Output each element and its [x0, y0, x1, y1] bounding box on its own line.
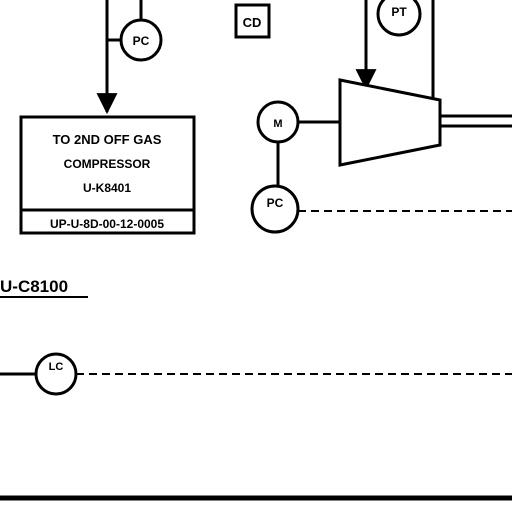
destination-ref: UP-U-8D-00-12-0005 — [50, 217, 164, 231]
pt-instrument: PT — [376, 0, 422, 37]
destination-line1: TO 2ND OFF GAS — [53, 132, 162, 147]
pc-motor-instrument: PC — [250, 184, 300, 234]
svg-text:PT: PT — [391, 5, 407, 19]
compressor-symbol — [338, 78, 442, 167]
pc-top-instrument: PC — [119, 18, 163, 62]
svg-text:PC: PC — [267, 196, 284, 210]
section-label: U-C8100 — [0, 277, 68, 296]
lc-instrument: LC — [34, 352, 78, 396]
svg-text:M: M — [273, 118, 282, 130]
svg-text:CD: CD — [243, 15, 262, 30]
svg-text:LC: LC — [49, 361, 64, 373]
destination-line3: U-K8401 — [83, 181, 131, 195]
motor-symbol: M — [256, 100, 300, 144]
destination-line2: COMPRESSOR — [64, 157, 151, 171]
svg-text:PC: PC — [133, 34, 150, 48]
destination-box: TO 2ND OFF GAS COMPRESSOR U-K8401 UP-U-8… — [19, 115, 196, 235]
cd-box: CD — [234, 3, 271, 39]
